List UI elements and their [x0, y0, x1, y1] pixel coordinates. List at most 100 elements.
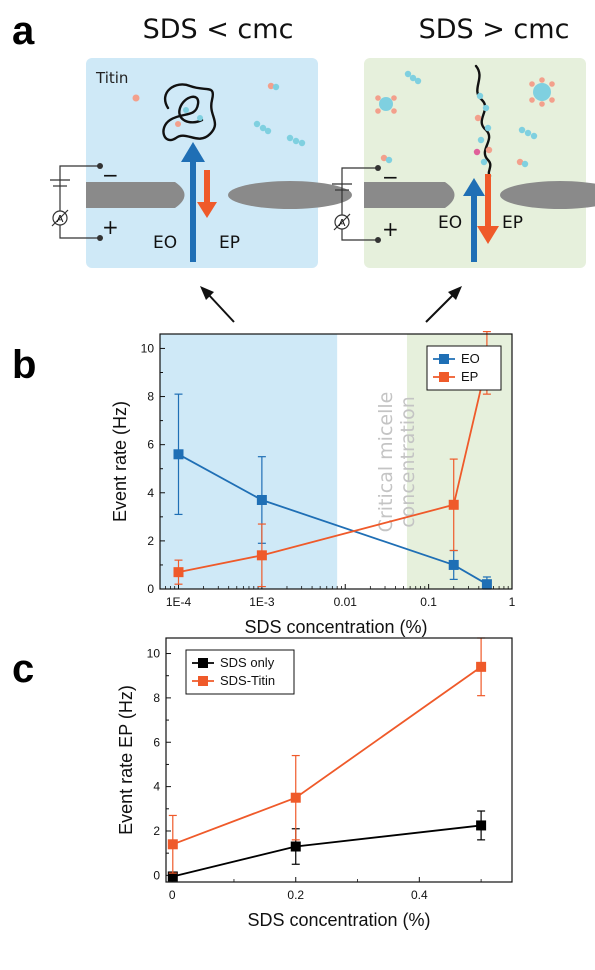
y-tick-label: 2: [153, 824, 160, 838]
x-tick-label: 1: [509, 595, 516, 609]
y-tick-label: 6: [147, 438, 154, 452]
data-point: [290, 792, 301, 803]
right-title: SDS > cmc: [419, 14, 570, 45]
electrode-terminal: [97, 235, 103, 241]
electrode-terminal: [375, 237, 381, 243]
legend-label: SDS-Titin: [220, 673, 275, 688]
circuit-right: [332, 167, 378, 241]
eo-arrow-head: [463, 178, 485, 196]
x-tick-label: 0.2: [287, 888, 304, 902]
panel-a: a SDS < cmc SDS > cmc Titin: [12, 9, 595, 323]
sds-bead: [175, 121, 181, 127]
sds-cluster: [267, 82, 280, 91]
cmc-annotation-line: Critical micelle: [375, 392, 397, 533]
plus-sign: +: [102, 215, 119, 239]
legend-box: [426, 345, 502, 391]
right-schematic: EO EP A − +: [332, 58, 595, 268]
ep-arrow-head: [477, 226, 499, 244]
chart-b: Critical micelleconcentration 0 2 4 6 8 10 1E-4…: [110, 330, 516, 637]
plot-frame: [165, 637, 513, 883]
ammeter-symbol: A: [57, 214, 64, 225]
data-point: [448, 559, 459, 570]
circuit-left: [50, 165, 100, 239]
y-tick-label: 10: [141, 341, 155, 355]
series-line: [178, 362, 488, 574]
minus-sign: −: [382, 165, 399, 189]
sds-cluster: [286, 134, 306, 147]
titin-label: Titin: [95, 69, 128, 87]
data-point: [256, 550, 267, 561]
data-point: [476, 661, 487, 672]
link-arrow-left: [200, 286, 235, 323]
data-point: [448, 499, 459, 510]
series-line: [172, 824, 482, 878]
electrode-terminal: [97, 163, 103, 169]
left-schematic: Titin EO EP: [50, 58, 352, 268]
legend-marker: [439, 372, 449, 382]
minus-sign: −: [102, 163, 119, 187]
x-tick-label: 0.01: [334, 595, 358, 609]
y-tick-label: 8: [153, 691, 160, 705]
left-membrane-right: [228, 181, 352, 209]
cmc-annotation: Critical micelleconcentration: [375, 392, 419, 533]
legend-box: [185, 649, 295, 695]
micelle: [529, 77, 555, 107]
y-axis-label: Event rate EP (Hz): [116, 685, 136, 835]
sds-bead: [183, 107, 189, 113]
legend-label: SDS only: [220, 655, 275, 670]
y-tick-label: 4: [147, 486, 154, 500]
y-tick-label: 0: [147, 582, 154, 596]
sds-cluster: [516, 158, 529, 168]
plot-frame: [159, 333, 513, 590]
data-point: [256, 494, 267, 505]
x-tick-label: 1E-4: [166, 595, 192, 609]
right-membrane-left: [364, 182, 455, 208]
sds-cluster: [518, 126, 538, 140]
data-point: [167, 871, 178, 882]
legend-marker: [198, 658, 208, 668]
shaded-region: [160, 334, 338, 589]
y-tick-label: 2: [147, 534, 154, 548]
y-tick-label: 10: [147, 647, 161, 661]
plus-sign: +: [382, 217, 399, 241]
titin-molecule: [132, 94, 140, 102]
sds-cluster: [404, 70, 422, 85]
data-point: [476, 820, 487, 831]
chart-c: 0 2 4 6 8 10 0 0.2 0.4 SDS concentration (%) Event…: [116, 637, 513, 930]
right-background: [364, 58, 586, 268]
data-point: [173, 449, 184, 460]
y-tick-label: 0: [153, 868, 160, 882]
eo-label-left: EO: [153, 233, 177, 253]
link-arrow-right: [425, 286, 462, 323]
x-axis-label: SDS concentration (%): [244, 617, 427, 637]
right-membrane-right: [500, 181, 595, 209]
y-tick-label: 6: [153, 735, 160, 749]
y-tick-label: 8: [147, 390, 154, 404]
x-tick-label: 1E-3: [249, 595, 275, 609]
sds-cluster: [253, 120, 272, 135]
cmc-annotation-line: concentration: [397, 396, 419, 528]
left-title: SDS < cmc: [143, 14, 294, 45]
series-line: [178, 453, 488, 585]
micelle: [375, 95, 397, 114]
data-point: [167, 839, 178, 850]
panel-label-c: c: [12, 647, 34, 691]
x-axis-label: SDS concentration (%): [247, 910, 430, 930]
data-point: [290, 841, 301, 852]
panel-c: c 0 2 4 6 8 10 0 0.2 0.4 SDS concentration (%) Eve…: [12, 637, 513, 930]
panel-label-b: b: [12, 343, 36, 387]
ep-label-left: EP: [219, 233, 240, 253]
sds-cluster: [380, 154, 393, 164]
ammeter-symbol: A: [339, 218, 346, 229]
left-background: [86, 58, 318, 268]
legend-marker: [439, 354, 449, 364]
left-membrane-left: [86, 182, 185, 208]
panel-b: b Critical micelleconcentration 0 2 4 6 8 10 1E…: [12, 330, 516, 637]
x-tick-label: 0: [169, 888, 176, 902]
ep-arrow-head: [197, 202, 217, 218]
tangled-titin: [162, 83, 217, 142]
legend-marker: [198, 676, 208, 686]
x-tick-label: 0.1: [420, 595, 437, 609]
x-tick-label: 0.4: [411, 888, 428, 902]
